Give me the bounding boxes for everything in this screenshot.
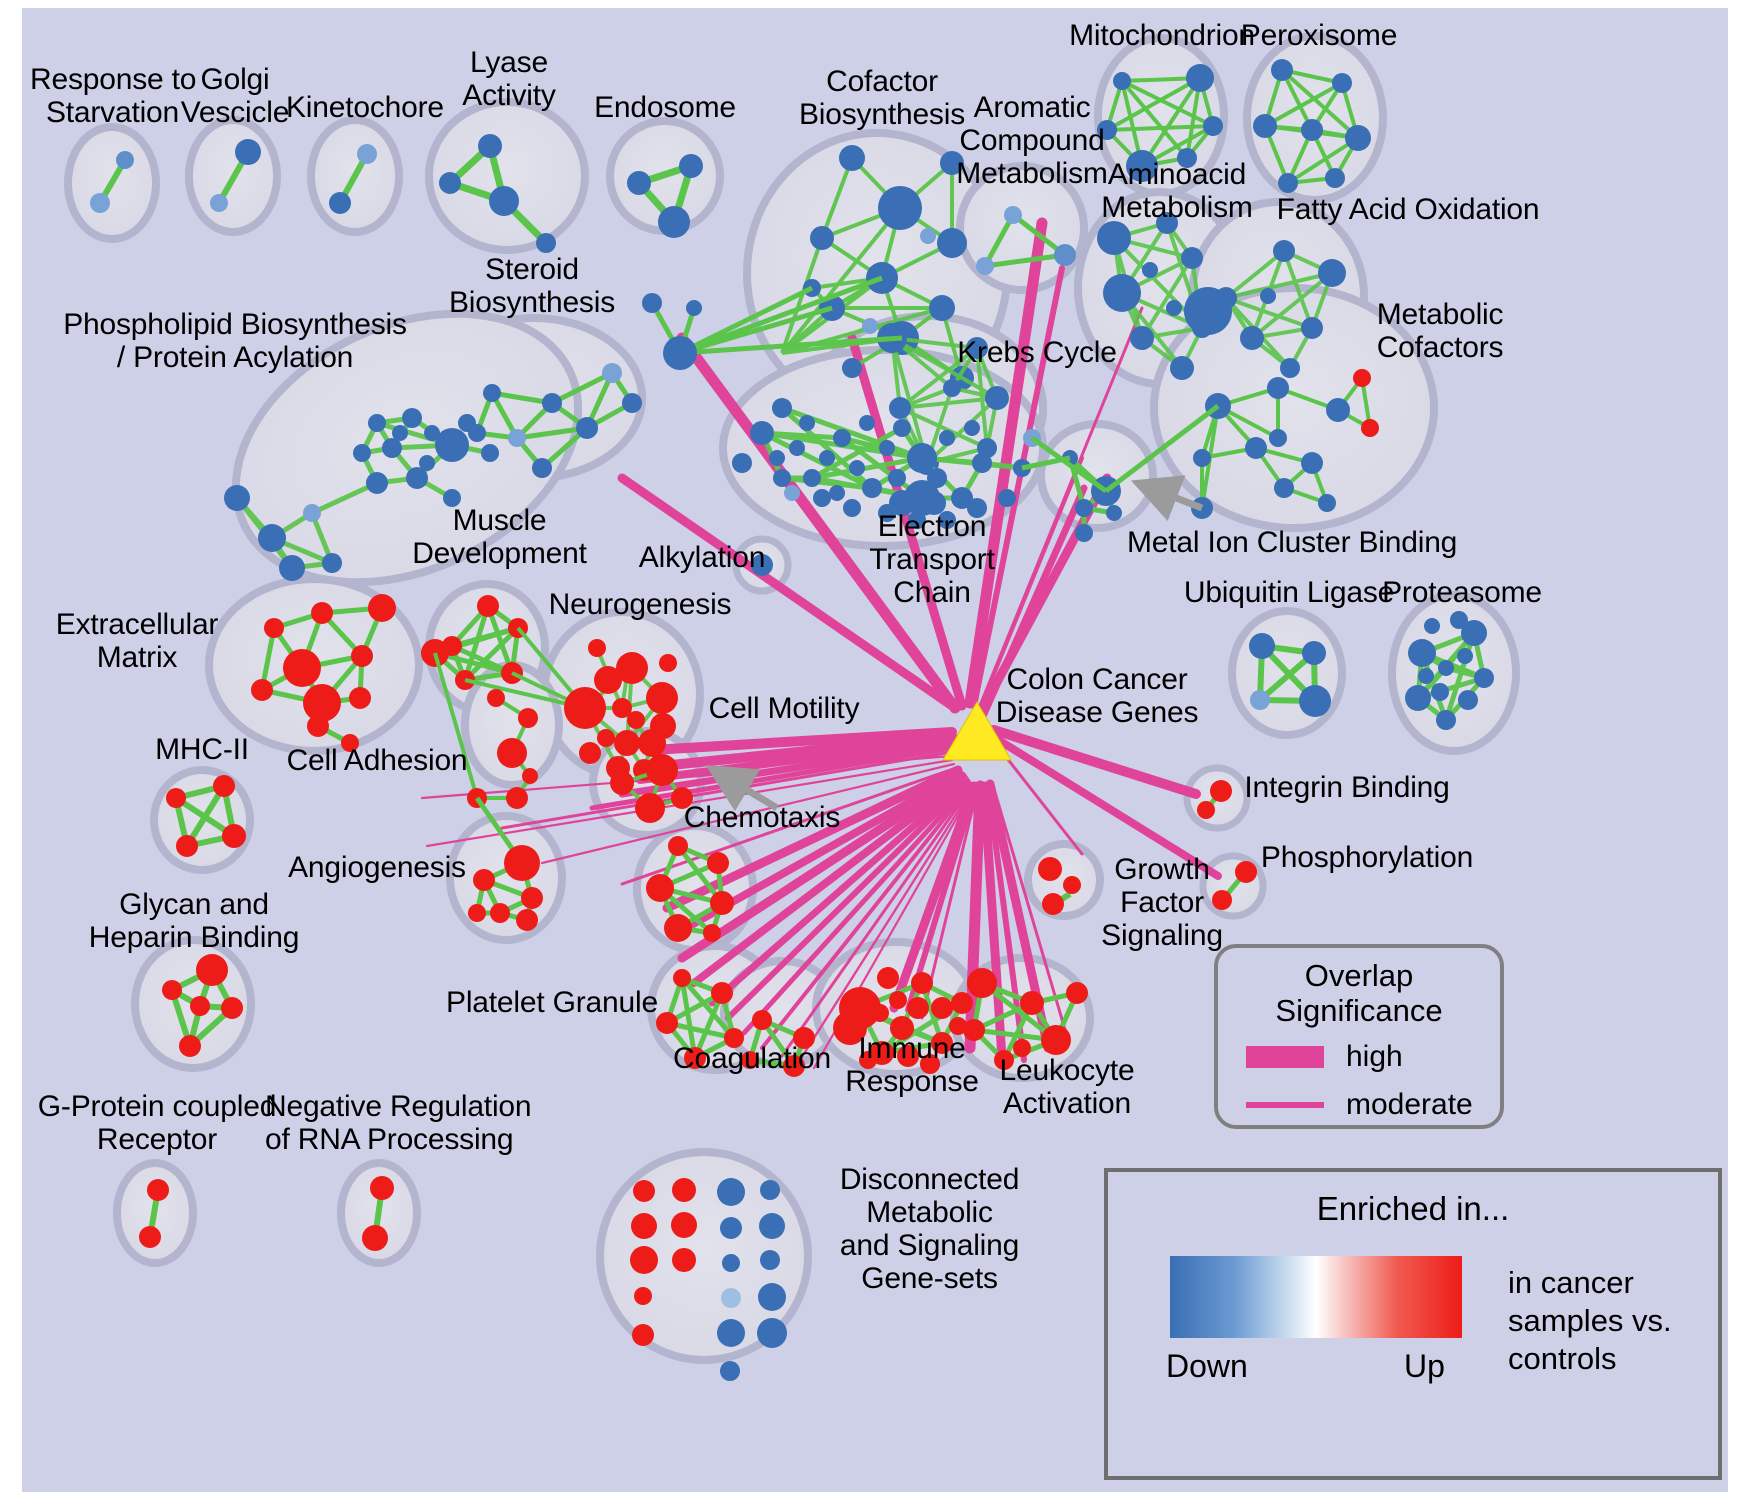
label-mhc-ii: MHC-II [155,733,249,766]
label-platelet-granule: Platelet Granule [446,986,658,1019]
cluster-disconnected-gene-sets[interactable] [630,1178,787,1381]
label-phosphorylation: Phosphorylation [1260,841,1474,874]
label-krebs-cycle: Krebs Cycle [957,336,1117,369]
cluster-endosome[interactable] [627,154,703,238]
enrichment-side-text: in cancer samples vs. controls [1508,1265,1672,1376]
label-immune-response: Immune Response [845,1032,979,1098]
enrichment-down-label: Down [1166,1348,1248,1384]
cluster-phospholipid-biosynthesis[interactable] [224,408,499,581]
cluster-cell-adhesion[interactable] [467,689,538,809]
label-growth-factor-signaling: Growth Factor Signaling [1101,853,1223,952]
cluster-lyase-activity[interactable] [439,134,556,253]
cluster-gpcr[interactable] [139,1179,169,1248]
significance-moderate-label: moderate [1346,1088,1473,1121]
legend-significance-title: Overlap Significance [1275,958,1443,1028]
legend-enriched-in: Enriched in... Down Up in cancer samples… [1104,1168,1722,1480]
enrichment-gradient-bar [1170,1256,1462,1338]
label-integrin-binding: Integrin Binding [1244,771,1450,804]
cluster-metabolic-cofactors[interactable] [1191,369,1379,519]
label-neg-reg-rna-processing: Negative Regulation of RNA Processing [265,1090,532,1156]
label-electron-transport-chain: Electron Transport Chain [869,510,995,609]
network-canvas: Response to Starvation Golgi Vescicle Ki… [22,8,1728,1492]
cluster-angiogenesis[interactable] [468,845,543,931]
cluster-response-to-starvation[interactable] [90,151,134,213]
label-golgi-vescicle: Golgi Vescicle [180,63,290,129]
cluster-extracellular-matrix[interactable] [251,594,396,752]
label-kinetochore: Kinetochore [286,91,444,124]
label-fatty-acid-oxidation: Fatty Acid Oxidation [1276,193,1540,226]
label-chemotaxis: Chemotaxis [683,801,841,834]
label-extracellular-matrix: Extracellular Matrix [55,608,219,674]
cluster-alkylation[interactable] [751,554,773,576]
label-cofactor-biosynthesis: Cofactor Biosynthesis [798,65,965,131]
cluster-growth-factor-signaling[interactable] [1038,857,1081,915]
label-response-to-starvation: Response to Starvation [30,63,197,129]
cell-motility-callout-arrow [705,764,779,812]
label-aromatic-compound-metabolism: Aromatic Compound Metabolism [956,91,1108,190]
label-peroxisome: Peroxisome [1240,19,1398,52]
cluster-proteasome[interactable] [1405,611,1494,730]
legend-overlap-significance: Overlap Significance high moderate [1214,944,1504,1129]
significance-high-label: high [1346,1040,1403,1073]
cluster-cell-motility[interactable] [610,754,693,823]
cluster-neg-reg-rna-processing[interactable] [362,1176,394,1251]
label-coagulation: Coagulation [673,1042,831,1075]
enrichment-up-label: Up [1404,1348,1445,1384]
cluster-platelet-granule[interactable] [656,969,744,1069]
label-lyase-activity: Lyase Activity [462,46,556,112]
cluster-mitochondrion[interactable] [1097,64,1223,182]
label-ubiquitin-ligase: Ubiquitin Ligase [1183,576,1395,609]
label-aminoacid-metabolism: Aminoacid Metabolism [1101,158,1253,224]
cluster-glycan-heparin-binding[interactable] [162,954,243,1057]
cluster-leukocyte-activation[interactable] [963,968,1088,1070]
cluster-kinetochore[interactable] [329,144,377,214]
label-mitochondrion: Mitochondrion [1069,19,1255,52]
cluster-immune-response[interactable] [833,967,973,1074]
label-glycan-heparin-binding: Glycan and Heparin Binding [88,888,300,954]
colon-cancer-hub-triangle[interactable] [942,701,1012,761]
significance-high-swatch [1246,1046,1324,1068]
label-alkylation: Alkylation [638,541,766,574]
metal-ion-callout-arrow [1130,475,1204,521]
significance-moderate-swatch [1246,1102,1324,1108]
cluster-golgi-vescicle[interactable] [210,139,261,212]
label-cell-motility: Cell Motility [708,692,860,725]
legend-enrichment-title: Enriched in... [1316,1190,1510,1227]
cluster-coagulation[interactable] [741,1010,815,1077]
label-steroid-biosynthesis: Steroid Biosynthesis [448,253,615,319]
label-angiogenesis: Angiogenesis [288,851,466,884]
label-neurogenesis: Neurogenesis [548,588,732,621]
label-muscle-development: Muscle Development [412,504,587,570]
cluster-aromatic-compound-metabolism[interactable] [976,206,1076,275]
label-disconnected-gene-sets: Disconnected Metabolic and Signaling Gen… [839,1163,1020,1295]
cluster-phosphorylation[interactable] [1212,861,1257,910]
label-metabolic-cofactors: Metabolic Cofactors [1376,298,1504,364]
network-svg [64,32,1520,1381]
label-phospholipid-biosynthesis: Phospholipid Biosynthesis / Protein Acyl… [63,308,407,374]
label-gpcr: G-Protein coupled Receptor [37,1090,277,1156]
cluster-ubiquitin-ligase[interactable] [1249,633,1331,717]
legend-significance-high-row: high [1246,1040,1403,1074]
label-colon-cancer-hub: Colon Cancer Disease Genes [995,663,1199,729]
cluster-electron-transport-chain[interactable] [732,398,1041,529]
label-endosome: Endosome [594,91,736,124]
label-cell-adhesion: Cell Adhesion [286,744,468,777]
cluster-mhc-ii[interactable] [166,775,246,857]
legend-significance-moderate-row: moderate [1246,1088,1473,1122]
cluster-integrin-binding[interactable] [1197,780,1232,819]
cluster-steroid-biosynthesis[interactable] [458,293,702,478]
label-leukocyte-activation: Leukocyte Activation [999,1054,1135,1120]
label-metal-ion-cluster-binding: Metal Ion Cluster Binding [1127,526,1458,559]
cluster-peroxisome[interactable] [1253,59,1371,193]
cluster-chemotaxis[interactable] [646,836,734,942]
label-proteasome: Proteasome [1382,576,1542,609]
cluster-fatty-acid-oxidation[interactable] [1184,240,1346,378]
